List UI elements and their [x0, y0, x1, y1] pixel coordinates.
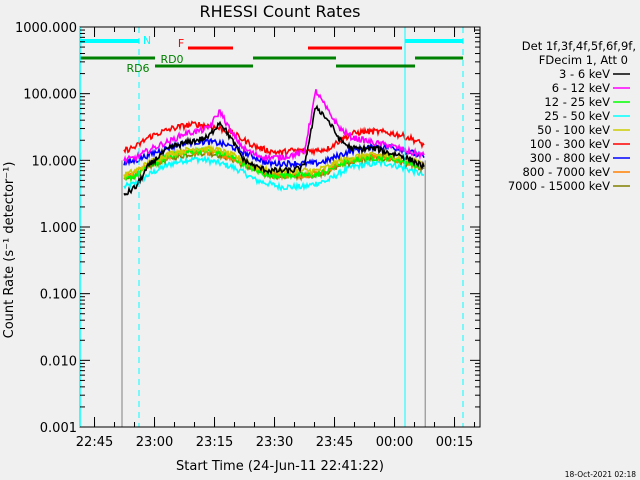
x-tick-label: 23:00: [136, 435, 173, 450]
series-line-6-12kev: [123, 89, 425, 165]
series-line-100-300kev: [123, 120, 425, 158]
legend-label: 300 - 800 keV: [530, 151, 610, 165]
footer-timestamp: 18-Oct-2021 02:18: [565, 470, 636, 479]
y-axis-label: Count Rate (s⁻¹ detector⁻¹): [2, 162, 17, 339]
y-tick-label: 0.001: [40, 421, 77, 436]
legend-label: 800 - 7000 keV: [522, 165, 610, 179]
x-tick-label: 23:15: [196, 435, 233, 450]
chart-title: RHESSI Count Rates: [200, 2, 361, 21]
legend-header-2: FDecim 1, Att 0: [539, 53, 628, 67]
x-tick-label: 23:30: [256, 435, 293, 450]
state-label-rd6: RD6: [126, 62, 149, 75]
state-label-rd0: RD0: [160, 53, 183, 66]
legend-label: 100 - 300 keV: [530, 137, 610, 151]
y-tick-label: 0.010: [40, 354, 77, 369]
x-tick-label: 23:45: [316, 435, 353, 450]
y-tick-label: 0.100: [40, 288, 77, 303]
y-tick-label: 1000.000: [15, 21, 77, 36]
series-line-25-50kev: [123, 154, 425, 193]
plot-frame: [79, 26, 481, 428]
y-tick-label: 10.000: [32, 154, 78, 169]
state-label-n: N: [143, 34, 151, 47]
legend-label: 50 - 100 keV: [537, 123, 610, 137]
plot-area: N F RD6 RD0 1000.000 100.000 10.000 1.000 0.100 0…: [15, 21, 481, 450]
legend-label: 12 - 25 keV: [544, 95, 610, 109]
x-tick-label: 22:45: [76, 435, 113, 450]
x-tick-label: 00:15: [436, 435, 473, 450]
legend-label: 3 - 6 keV: [559, 67, 610, 81]
legend: Det 1f,3f,4f,5f,6f,9f, FDecim 1, Att 0 3…: [508, 39, 636, 193]
y-tick-label: 1.000: [40, 221, 77, 236]
legend-label: 25 - 50 keV: [544, 109, 610, 123]
legend-label: 7000 - 15000 keV: [508, 179, 610, 193]
state-label-f: F: [178, 37, 184, 50]
series-line-12-25kev: [123, 146, 425, 183]
series-line-3-6kev: [123, 104, 425, 197]
legend-label: 6 - 12 keV: [552, 81, 610, 95]
y-tick-label: 100.000: [23, 88, 77, 103]
x-axis-label: Start Time (24-Jun-11 22:41:22): [176, 459, 384, 474]
x-tick-label: 00:00: [376, 435, 413, 450]
legend-header-1: Det 1f,3f,4f,5f,6f,9f,: [522, 39, 636, 53]
